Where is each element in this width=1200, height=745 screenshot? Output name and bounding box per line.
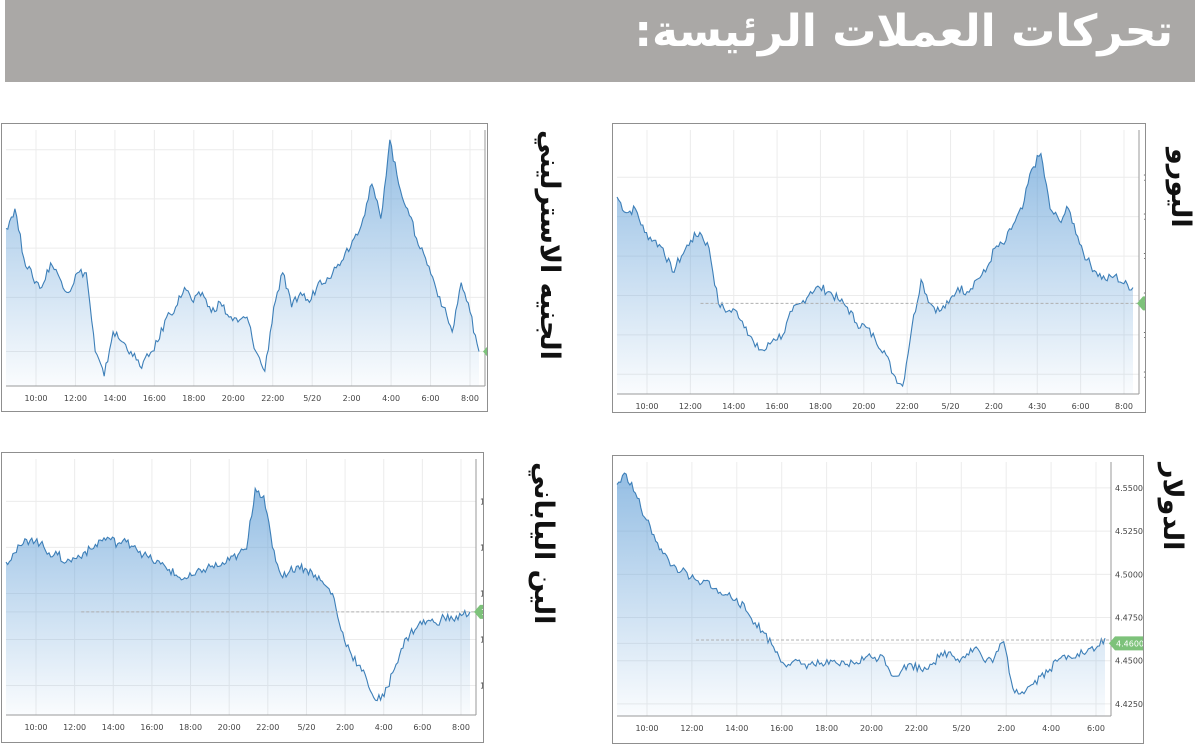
- x-tick-label: 14:00: [722, 402, 745, 411]
- y-tick-label: 1.1240: [1143, 291, 1145, 300]
- x-tick-label: 5/20: [297, 723, 315, 732]
- x-tick-label: 6:00: [413, 723, 431, 732]
- x-tick-label: 2:00: [997, 724, 1015, 733]
- x-tick-label: 10:00: [635, 402, 658, 411]
- area-fill: [6, 139, 479, 386]
- x-tick-label: 16:00: [766, 402, 789, 411]
- x-tick-label: 5/20: [952, 724, 970, 733]
- y-tick-label: 4.5500: [1115, 484, 1143, 493]
- series-line: [5, 486, 471, 702]
- series-line: [616, 472, 1106, 695]
- page-title: تحركات العملات الرئيسة:: [634, 6, 1173, 57]
- y-tick-label: 1.1260: [1143, 213, 1145, 222]
- x-tick-label: 2:00: [985, 402, 1003, 411]
- x-tick-label: 12:00: [63, 723, 86, 732]
- x-tick-label: 18:00: [815, 724, 838, 733]
- gbp-chart-title: الجنيه الاسترليني: [534, 130, 565, 360]
- y-tick-label: 4.5000: [1115, 570, 1143, 579]
- x-tick-label: 20:00: [860, 724, 883, 733]
- area-fill: [617, 153, 1133, 394]
- last-value-label: 4.4600: [1116, 639, 1143, 648]
- x-tick-label: 20:00: [852, 402, 875, 411]
- series-line: [616, 152, 1134, 388]
- y-tick-label: 145.2500: [480, 497, 483, 506]
- x-tick-label: 6:00: [422, 394, 440, 403]
- x-tick-label: 4:00: [1042, 724, 1060, 733]
- x-tick-label: 12:00: [679, 402, 702, 411]
- x-tick-label: 12:00: [64, 394, 87, 403]
- x-tick-label: 22:00: [261, 394, 284, 403]
- x-tick-label: 20:00: [218, 723, 241, 732]
- gbp-chart: 10:00 12:00 14:00 16:00 18:00 20:00 22:00 5/20 2…: [5, 130, 487, 403]
- x-tick-label: 20:00: [222, 394, 245, 403]
- y-tick-label: 1.1270: [1143, 173, 1145, 182]
- euro-chart-panel: 10:00 12:00 14:00 16:00 18:00 20:00 22:00 5/20 2…: [612, 123, 1146, 413]
- x-tick-label: 14:00: [725, 724, 748, 733]
- last-value-badge: [1137, 296, 1145, 311]
- header-banner: تحركات العملات الرئيسة:: [5, 0, 1195, 82]
- x-tick-label: 12:00: [680, 724, 703, 733]
- x-tick-label: 5/20: [303, 394, 321, 403]
- x-tick-label: 18:00: [179, 723, 202, 732]
- y-tick-label: 4.4500: [1115, 657, 1143, 666]
- last-value-badge: [474, 604, 483, 619]
- y-tick-label: 144.7500: [480, 589, 483, 598]
- x-tick-label: 8:00: [1115, 402, 1133, 411]
- x-tick-label: 4:00: [375, 723, 393, 732]
- y-tick-label: 4.4250: [1115, 700, 1143, 709]
- last-value-label: 1.1238: [1144, 299, 1145, 308]
- jpy-chart-title: الين الياباني: [528, 462, 559, 625]
- x-tick-label: 14:00: [102, 723, 125, 732]
- x-tick-label: 10:00: [24, 394, 47, 403]
- y-tick-label: 4.5250: [1115, 527, 1143, 536]
- area-fill: [617, 473, 1105, 716]
- x-tick-label: 16:00: [140, 723, 163, 732]
- x-tick-label: 10:00: [24, 723, 47, 732]
- x-tick-label: 16:00: [770, 724, 793, 733]
- euro-chart-title: اليورو: [1165, 148, 1196, 228]
- x-tick-label: 4:00: [382, 394, 400, 403]
- y-tick-label: 1.1220: [1143, 370, 1145, 379]
- usd-chart: 10:00 12:00 14:00 16:00 18:00 20:00 22:00 5/20 2…: [616, 462, 1143, 733]
- x-tick-label: 22:00: [256, 723, 279, 732]
- x-tick-label: 4:30: [1028, 402, 1046, 411]
- x-tick-label: 22:00: [905, 724, 928, 733]
- x-tick-label: 2:00: [336, 723, 354, 732]
- last-value-label: 144.6500: [481, 608, 483, 617]
- x-tick-label: 2:00: [343, 394, 361, 403]
- y-tick-label: 144.5000: [480, 635, 483, 644]
- usd-chart-panel: 10:00 12:00 14:00 16:00 18:00 20:00 22:00 5/20 2…: [612, 455, 1144, 744]
- gbp-chart-panel: 10:00 12:00 14:00 16:00 18:00 20:00 22:00 5/20 2…: [1, 123, 488, 412]
- usd-chart-title: الدولار: [1157, 463, 1188, 551]
- y-tick-label: 1.1250: [1143, 252, 1145, 261]
- x-tick-label: 16:00: [143, 394, 166, 403]
- euro-chart: 10:00 12:00 14:00 16:00 18:00 20:00 22:00 5/20 2…: [616, 130, 1145, 411]
- x-tick-label: 14:00: [103, 394, 126, 403]
- x-tick-label: 18:00: [809, 402, 832, 411]
- last-value-badge: [1109, 636, 1143, 651]
- y-tick-label: 1.1230: [1143, 331, 1145, 340]
- area-fill: [6, 488, 470, 715]
- last-value-badge: [483, 346, 487, 357]
- x-tick-label: 6:00: [1087, 724, 1105, 733]
- jpy-chart-panel: 10:00 12:00 14:00 16:00 18:00 20:00 22:00 5/20 2…: [1, 452, 484, 743]
- y-tick-label: 4.4750: [1115, 614, 1143, 623]
- x-tick-label: 8:00: [452, 723, 470, 732]
- x-tick-label: 5/20: [942, 402, 960, 411]
- x-tick-label: 22:00: [896, 402, 919, 411]
- x-tick-label: 18:00: [182, 394, 205, 403]
- x-tick-label: 6:00: [1072, 402, 1090, 411]
- y-tick-label: 144.2500: [480, 682, 483, 691]
- x-tick-label: 8:00: [461, 394, 479, 403]
- y-tick-label: 145.0000: [480, 543, 483, 552]
- x-tick-label: 10:00: [635, 724, 658, 733]
- series-line: [5, 139, 480, 377]
- jpy-chart: 10:00 12:00 14:00 16:00 18:00 20:00 22:00 5/20 2…: [5, 459, 483, 732]
